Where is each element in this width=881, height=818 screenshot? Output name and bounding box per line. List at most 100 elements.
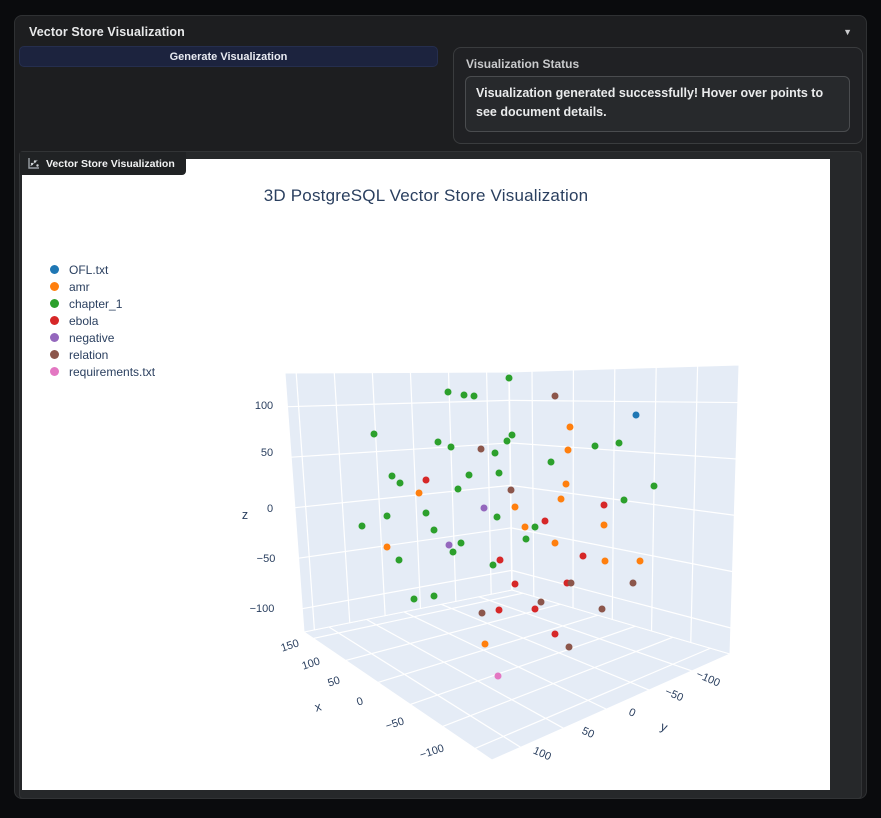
grid-line — [478, 596, 693, 672]
legend-item[interactable]: chapter_1 — [50, 295, 155, 312]
scatter-point[interactable] — [636, 557, 644, 565]
grid-line — [486, 372, 492, 595]
grid-line — [409, 372, 422, 609]
scatter-point[interactable] — [600, 501, 608, 509]
grid-line — [298, 527, 512, 559]
scatter-point[interactable] — [495, 469, 503, 477]
grid-line — [531, 371, 535, 597]
scatter-point[interactable] — [383, 543, 391, 551]
scatter-point[interactable] — [503, 437, 511, 445]
scatter-point[interactable] — [383, 512, 391, 520]
scatter-point[interactable] — [505, 374, 513, 382]
scatter-point[interactable] — [410, 595, 418, 603]
scatter-point[interactable] — [449, 548, 457, 556]
legend-item[interactable]: negative — [50, 329, 155, 346]
scatter-point[interactable] — [508, 431, 516, 439]
scatter-point[interactable] — [454, 485, 462, 493]
scatter-point[interactable] — [565, 643, 573, 651]
scatter-point[interactable] — [557, 495, 565, 503]
scatter-point[interactable] — [470, 392, 478, 400]
legend-item[interactable]: relation — [50, 346, 155, 363]
scatter-point[interactable] — [591, 442, 599, 450]
scatter-point[interactable] — [507, 486, 515, 494]
scatter-point[interactable] — [477, 445, 485, 453]
scatter-point[interactable] — [445, 541, 453, 549]
scatter-point[interactable] — [460, 391, 468, 399]
scatter-point[interactable] — [496, 556, 504, 564]
scatter-point[interactable] — [457, 539, 465, 547]
scatter-point[interactable] — [562, 480, 570, 488]
scatter-point[interactable] — [579, 552, 587, 560]
scatter-point[interactable] — [481, 640, 489, 648]
scatter-point[interactable] — [444, 388, 452, 396]
legend-item[interactable]: requirements.txt — [50, 363, 155, 380]
scatter-point[interactable] — [601, 557, 609, 565]
legend-marker-icon — [50, 367, 59, 376]
legend-label: amr — [69, 279, 90, 294]
scatter-point[interactable] — [434, 438, 442, 446]
scatter-point[interactable] — [531, 523, 539, 531]
legend-item[interactable]: OFL.txt — [50, 261, 155, 278]
plot-legend: OFL.txt amr chapter_1 ebola negative relation… — [50, 261, 155, 380]
generate-visualization-button[interactable]: Generate Visualization — [19, 46, 438, 67]
grid-line — [447, 372, 457, 602]
scatter-point[interactable] — [551, 630, 559, 638]
legend-item[interactable]: ebola — [50, 312, 155, 329]
scatter-point[interactable] — [395, 556, 403, 564]
status-textbox[interactable]: Visualization generated successfully! Ho… — [465, 76, 850, 132]
status-group: Visualization Status Visualization gener… — [453, 47, 863, 144]
plot-label-text: Vector Store Visualization — [46, 157, 175, 170]
scatter-point[interactable] — [358, 522, 366, 530]
scatter-point[interactable] — [522, 535, 530, 543]
scatter-point[interactable] — [541, 517, 549, 525]
scatter-point[interactable] — [465, 471, 473, 479]
collapse-arrow-icon[interactable]: ▼ — [843, 26, 852, 37]
scatter-point[interactable] — [430, 592, 438, 600]
scatter-point[interactable] — [521, 523, 529, 531]
legend-label: negative — [69, 330, 115, 345]
scatter-point[interactable] — [396, 479, 404, 487]
scatter-point[interactable] — [480, 504, 488, 512]
scatter-point[interactable] — [494, 672, 502, 680]
scatter-point[interactable] — [564, 446, 572, 454]
scatter-point[interactable] — [551, 539, 559, 547]
scatter-point[interactable] — [511, 503, 519, 511]
scatter-point[interactable] — [551, 392, 559, 400]
scatter-point[interactable] — [650, 482, 658, 490]
scatter-point[interactable] — [388, 472, 396, 480]
scatter-point[interactable] — [415, 489, 423, 497]
scatter-point[interactable] — [370, 430, 378, 438]
scatter-point[interactable] — [511, 580, 519, 588]
scatter-point[interactable] — [495, 606, 503, 614]
scatter-point[interactable] — [422, 476, 430, 484]
scatter-point[interactable] — [531, 605, 539, 613]
scatter-point[interactable] — [598, 605, 606, 613]
accordion-header[interactable]: Vector Store Visualization ▼ — [15, 16, 866, 47]
plot-title: 3D PostgreSQL Vector Store Visualization — [263, 186, 589, 205]
scatter-point[interactable] — [620, 496, 628, 504]
scatter-point[interactable] — [600, 521, 608, 529]
scene-3d[interactable] — [22, 159, 830, 790]
scatter-point[interactable] — [632, 411, 640, 419]
scatter-point[interactable] — [566, 423, 574, 431]
scatter-point[interactable] — [447, 443, 455, 451]
grid-line — [611, 368, 616, 620]
grid-line — [287, 399, 510, 408]
scene-wall — [284, 371, 513, 633]
scatter-point[interactable] — [489, 561, 497, 569]
scatter-point[interactable] — [547, 458, 555, 466]
grid-line — [508, 371, 513, 591]
scatter-point[interactable] — [537, 598, 545, 606]
status-label: Visualization Status — [466, 57, 580, 71]
legend-item[interactable]: amr — [50, 278, 155, 295]
scatter-point[interactable] — [615, 439, 623, 447]
scatter-point[interactable] — [430, 526, 438, 534]
scatter-point[interactable] — [629, 579, 637, 587]
scatter-point[interactable] — [422, 509, 430, 517]
scatter-point[interactable] — [491, 449, 499, 457]
grid-line — [442, 636, 674, 728]
scatter-point[interactable] — [493, 513, 501, 521]
scatter-point[interactable] — [478, 609, 486, 617]
scatter-point[interactable] — [567, 579, 575, 587]
plot-canvas: 3D PostgreSQL Vector Store Visualization… — [22, 159, 830, 790]
